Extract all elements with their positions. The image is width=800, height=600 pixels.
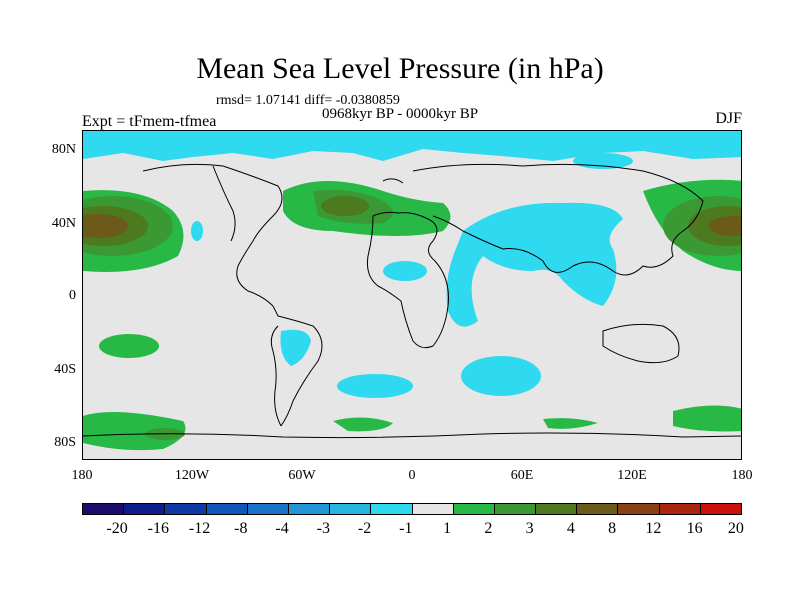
positive-anomaly-regions [83, 179, 741, 451]
lat-label-80n: 80N [51, 142, 76, 157]
colorbar-cell [124, 504, 166, 514]
colorbar-label: 1 [443, 520, 452, 537]
colorbar-cell [165, 504, 207, 514]
lat-label-0: 0 [69, 288, 76, 303]
colorbar-label: -2 [357, 520, 372, 537]
coastlines [83, 163, 741, 439]
colorbar-label: -4 [275, 520, 289, 537]
colorbar-label: -8 [234, 520, 248, 537]
colorbar-label: 8 [608, 520, 617, 537]
colorbar-label: -1 [399, 520, 413, 537]
colorbar-cell [83, 504, 125, 514]
colorbar-label: -16 [147, 520, 169, 537]
colorbar-label: -20 [106, 520, 128, 537]
colorbar-cell [618, 504, 660, 514]
colorbar-cell [659, 504, 701, 514]
colorbar-cell [494, 504, 537, 514]
colorbar-label: 4 [566, 520, 575, 537]
negative-anomaly-regions [83, 131, 741, 398]
lat-label-40s: 40S [54, 362, 76, 377]
colorbar-cell [247, 504, 289, 514]
map-title: Mean Sea Level Pressure (in hPa) [196, 52, 604, 85]
colorbar-label: 3 [525, 520, 534, 537]
colorbar-cell [371, 504, 413, 514]
colorbar-label: 16 [686, 520, 703, 537]
colorbar [82, 503, 742, 515]
season-label: DJF [715, 110, 742, 127]
period-label: 0968kyr BP - 0000kyr BP [322, 106, 479, 122]
colorbar-label: 12 [645, 520, 662, 537]
colorbar-label: 20 [727, 520, 744, 537]
colorbar-label: -3 [316, 520, 330, 537]
colorbar-label: 2 [484, 520, 493, 537]
lat-label-40n: 40N [51, 216, 76, 231]
colorbar-cell [206, 504, 248, 514]
lon-label-60w: 60W [288, 468, 316, 483]
colorbar-label: -12 [188, 520, 211, 537]
map-panel [82, 130, 742, 460]
positive-anomaly-band-4-8 [83, 214, 741, 238]
lon-label-60e: 60E [510, 468, 534, 483]
colorbar-cell [288, 504, 331, 514]
lon-label-120e: 120E [617, 468, 647, 483]
colorbar-cell [700, 504, 741, 514]
colorbar-cell [577, 504, 619, 514]
lon-label-0: 0 [408, 468, 416, 483]
experiment-label: Expt = tFmem-tfmea [82, 113, 217, 130]
lat-label-80s: 80S [54, 435, 76, 450]
colorbar-cell [453, 504, 495, 514]
map-svg [83, 131, 741, 451]
statistics-label: rmsd= 1.07141 diff= -0.0380859 [216, 93, 400, 108]
lon-label-180e: 180 [731, 468, 753, 483]
colorbar-cell [536, 504, 578, 514]
colorbar-cell [330, 504, 372, 514]
lon-label-180w: 180 [71, 468, 93, 483]
lon-label-120w: 120W [174, 468, 210, 483]
colorbar-cell [412, 504, 454, 514]
